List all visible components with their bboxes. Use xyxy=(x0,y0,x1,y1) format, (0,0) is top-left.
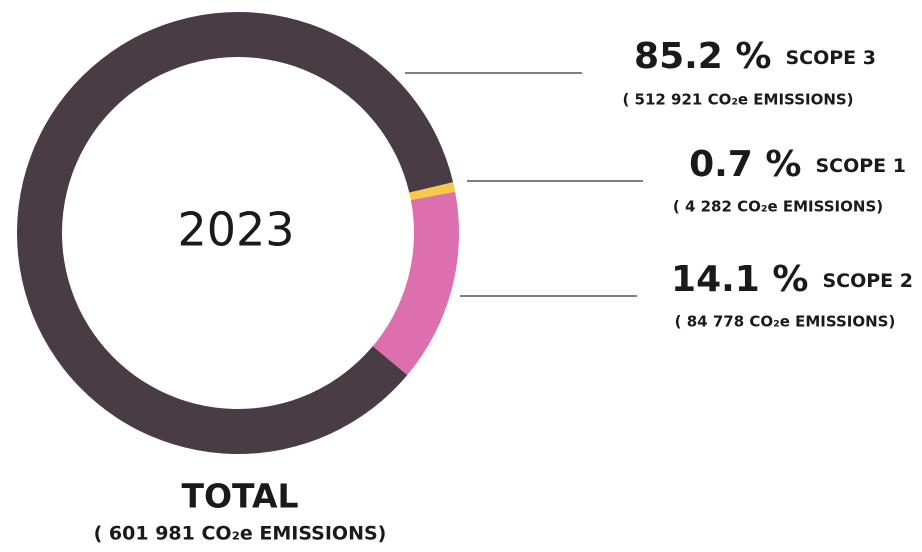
category-label: SCOPE 1 xyxy=(815,155,906,177)
label: 14.1 % SCOPE 2 xyxy=(671,259,913,300)
value-label: 0.7 % xyxy=(689,144,801,185)
label: 85.2 % SCOPE 3 xyxy=(634,36,876,77)
emissions-note: ( 4 282 CO₂e EMISSIONS) xyxy=(673,198,883,216)
label: 0.7 % SCOPE 1 xyxy=(689,144,906,185)
slice xyxy=(372,191,459,376)
emissions-note: ( 512 921 CO₂e EMISSIONS) xyxy=(622,91,853,109)
slice xyxy=(409,182,456,201)
category-label: SCOPE 2 xyxy=(822,270,913,292)
total-label: TOTAL xyxy=(181,477,298,516)
center-label: 2023 xyxy=(177,203,294,257)
value-label: 14.1 % xyxy=(671,259,808,300)
emissions-note: ( 84 778 CO₂e EMISSIONS) xyxy=(675,313,896,331)
total-note: ( 601 981 CO₂e EMISSIONS) xyxy=(94,523,387,545)
category-label: SCOPE 3 xyxy=(785,47,876,69)
value-label: 85.2 % xyxy=(634,36,771,77)
